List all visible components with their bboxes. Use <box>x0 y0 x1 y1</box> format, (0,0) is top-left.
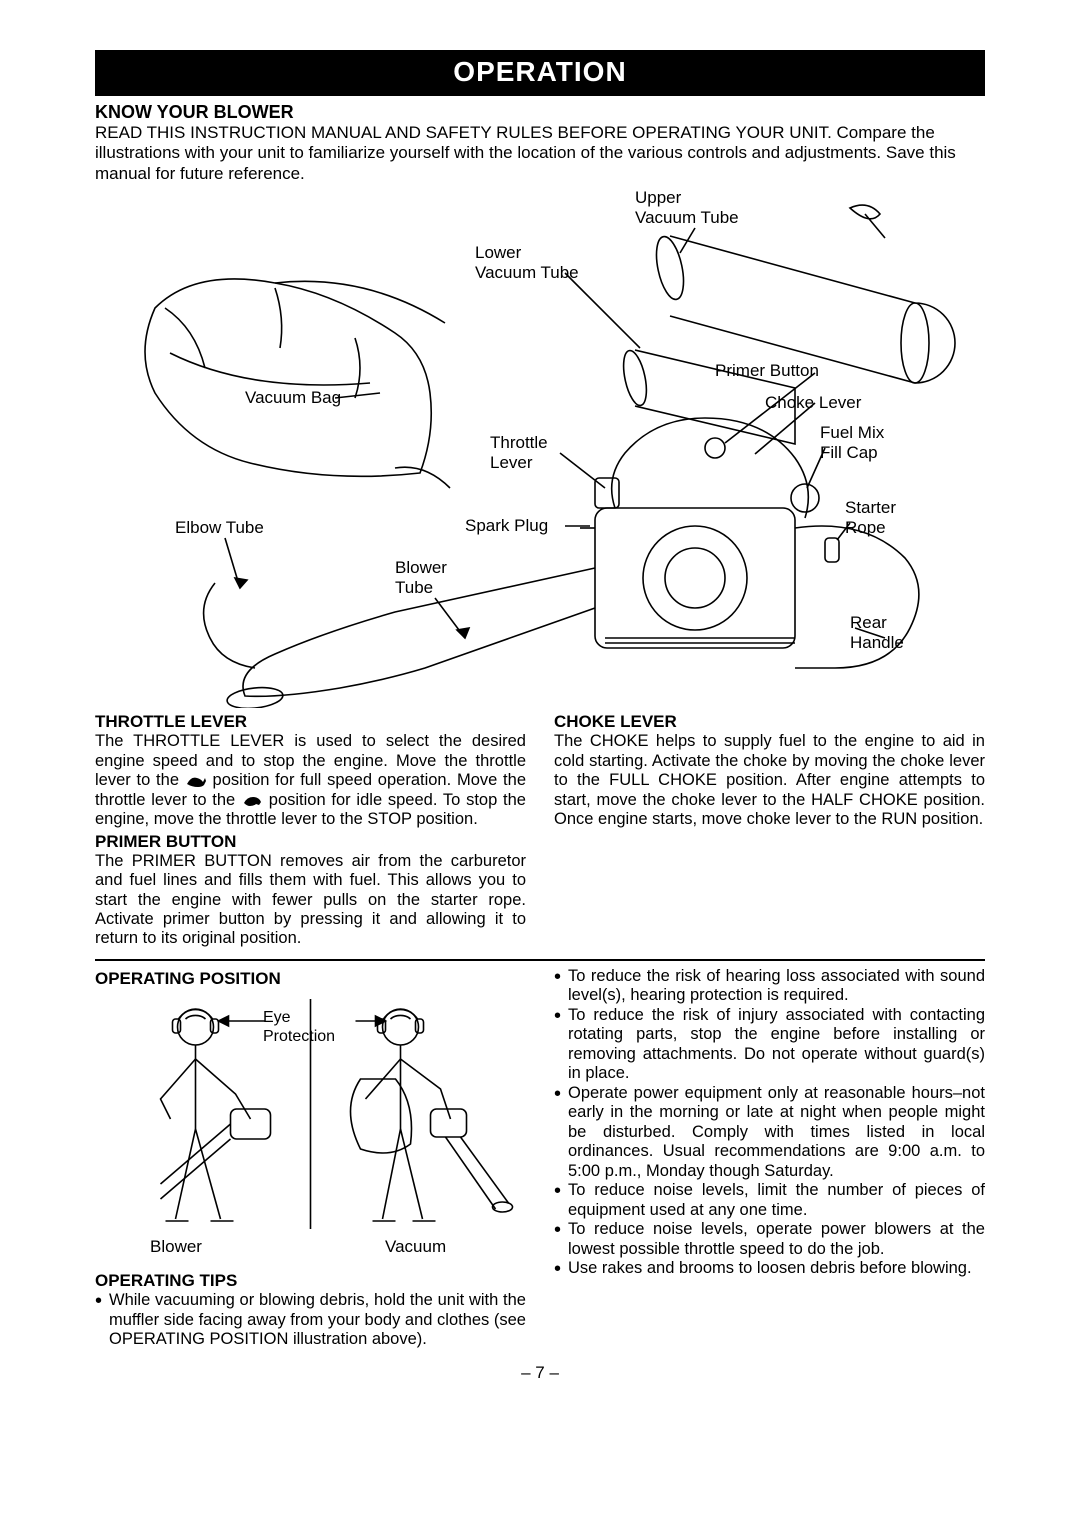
label-blower-tube: Blower Tube <box>395 558 447 598</box>
label-spark-plug: Spark Plug <box>465 516 548 536</box>
know-heading: KNOW YOUR BLOWER <box>95 102 985 123</box>
label-elbow-tube: Elbow Tube <box>175 518 264 538</box>
page-number: – 7 – <box>95 1363 985 1383</box>
txt: Tube <box>395 578 433 597</box>
label-rear-handle: Rear Handle <box>850 613 904 653</box>
txt: Upper <box>635 188 681 207</box>
txt: Throttle <box>490 433 548 452</box>
txt: Fill Cap <box>820 443 878 462</box>
tips-right-list: To reduce the risk of hearing loss assoc… <box>554 967 985 1279</box>
section-title: OPERATION <box>453 56 626 87</box>
primer-body: The PRIMER BUTTON removes air from the c… <box>95 852 526 949</box>
rabbit-icon <box>185 774 207 788</box>
txt: Eye <box>263 1009 291 1026</box>
operating-columns: OPERATING POSITION <box>95 967 985 1350</box>
tips-heading: OPERATING TIPS <box>95 1271 526 1291</box>
list-item: To reduce the risk of hearing loss assoc… <box>554 967 985 1006</box>
page: OPERATION KNOW YOUR BLOWER READ THIS INS… <box>0 0 1080 1423</box>
txt: Fuel Mix <box>820 423 884 442</box>
txt: Lever <box>490 453 533 472</box>
txt: Vacuum Tube <box>475 263 579 282</box>
label-upper-vacuum-tube: Upper Vacuum Tube <box>635 188 739 228</box>
turtle-icon <box>241 793 263 807</box>
throttle-heading: THROTTLE LEVER <box>95 712 526 732</box>
label-primer-button: Primer Button <box>715 361 819 381</box>
section-title-bar: OPERATION <box>95 50 985 96</box>
txt: Vacuum Tube <box>635 208 739 227</box>
list-item: While vacuuming or blowing debris, hold … <box>95 1291 526 1349</box>
throttle-body: The THROTTLE LEVER is used to select the… <box>95 732 526 829</box>
label-lower-vacuum-tube: Lower Vacuum Tube <box>475 243 579 283</box>
vacuum-caption: Vacuum <box>385 1237 446 1257</box>
list-item: To reduce the risk of injury associated … <box>554 1006 985 1084</box>
operating-position-figure: Eye Protection Blower Vacuum <box>95 989 526 1269</box>
label-throttle-lever: Throttle Lever <box>490 433 548 473</box>
list-item: To reduce noise levels, operate power bl… <box>554 1220 985 1259</box>
blower-diagram: Upper Vacuum Tube Lower Vacuum Tube Vacu… <box>95 188 985 708</box>
list-item: Use rakes and brooms to loosen debris be… <box>554 1259 985 1278</box>
op-right-col: To reduce the risk of hearing loss assoc… <box>554 967 985 1350</box>
txt: Starter <box>845 498 896 517</box>
separator <box>95 959 985 961</box>
txt: Rope <box>845 518 886 537</box>
primer-heading: PRIMER BUTTON <box>95 832 526 852</box>
txt: Blower <box>395 558 447 577</box>
choke-heading: CHOKE LEVER <box>554 712 985 732</box>
blower-caption: Blower <box>150 1237 202 1257</box>
txt: Handle <box>850 633 904 652</box>
label-choke-lever: Choke Lever <box>765 393 861 413</box>
label-fuel-mix: Fuel Mix Fill Cap <box>820 423 884 463</box>
left-col: THROTTLE LEVER The THROTTLE LEVER is use… <box>95 710 526 949</box>
txt: Lower <box>475 243 521 262</box>
op-pos-heading: OPERATING POSITION <box>95 969 526 989</box>
op-left-col: OPERATING POSITION <box>95 967 526 1350</box>
label-starter-rope: Starter Rope <box>845 498 896 538</box>
tips-left-list: While vacuuming or blowing debris, hold … <box>95 1291 526 1349</box>
choke-body: The CHOKE helps to supply fuel to the en… <box>554 732 985 829</box>
list-item: To reduce noise levels, limit the number… <box>554 1181 985 1220</box>
txt: Rear <box>850 613 887 632</box>
eye-protection-label: Eye Protection <box>263 1009 335 1047</box>
txt: Protection <box>263 1028 335 1045</box>
controls-columns: THROTTLE LEVER The THROTTLE LEVER is use… <box>95 710 985 949</box>
list-item: Operate power equipment only at reasonab… <box>554 1084 985 1181</box>
right-col: CHOKE LEVER The CHOKE helps to supply fu… <box>554 710 985 949</box>
know-body: READ THIS INSTRUCTION MANUAL AND SAFETY … <box>95 123 985 184</box>
label-vacuum-bag: Vacuum Bag <box>245 388 341 408</box>
